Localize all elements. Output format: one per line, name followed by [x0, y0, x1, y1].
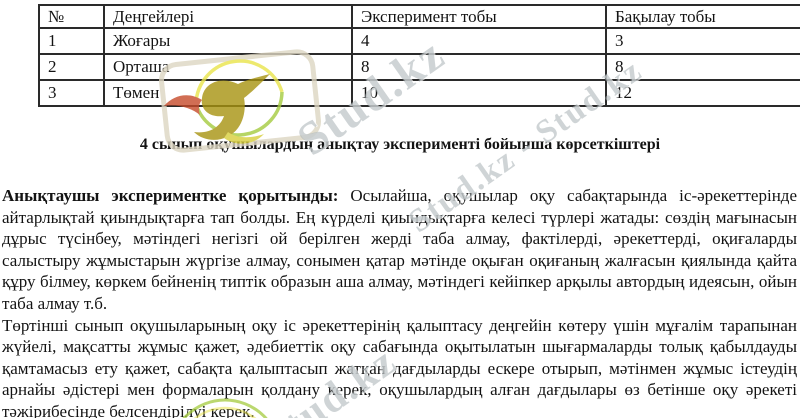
body-text: Анықтаушы экспериментке қорытынды: Осыла… — [2, 185, 797, 418]
table-caption: 4 сынып оқушылардың анықтау эксперименті… — [139, 136, 661, 153]
conclusion-lead-bold: Анықтаушы экспериментке қорытынды: — [2, 186, 339, 205]
table-header-cell: № — [38, 4, 105, 29]
table-header-cell: Деңгейлері — [103, 4, 353, 29]
table-cell: Орташа — [103, 53, 353, 81]
paragraph-conclusion: Анықтаушы экспериментке қорытынды: Осыла… — [2, 185, 797, 315]
table-cell: Жоғары — [103, 27, 353, 55]
table-cell: 10 — [351, 79, 607, 107]
table-cell: 3 — [38, 79, 105, 107]
table-cell: 12 — [605, 79, 800, 107]
table-header-row: № Деңгейлері Эксперимент тобы Бақылау то… — [38, 4, 800, 29]
table-row: 3 Төмен 10 12 — [38, 79, 800, 107]
table-cell: 4 — [351, 27, 607, 55]
table-cell: 8 — [351, 53, 607, 81]
table-row: 1 Жоғары 4 3 — [38, 27, 800, 55]
table-cell: Төмен — [103, 79, 353, 107]
table-cell: 8 — [605, 53, 800, 81]
table-cell: 3 — [605, 27, 800, 55]
table-row: 2 Орташа 8 8 — [38, 53, 800, 81]
table-header-cell: Бақылау тобы — [605, 4, 800, 29]
table-cell: 2 — [38, 53, 105, 81]
results-table: № Деңгейлері Эксперимент тобы Бақылау то… — [38, 4, 800, 107]
conclusion-text: Осылайша, оқушылар оқу сабақтарында іс-ә… — [2, 186, 797, 313]
paragraph-recommendation: Төртінші сынып оқушыларының оқу іс әреке… — [2, 315, 797, 418]
table-cell: 1 — [38, 27, 105, 55]
table-header-cell: Эксперимент тобы — [351, 4, 607, 29]
